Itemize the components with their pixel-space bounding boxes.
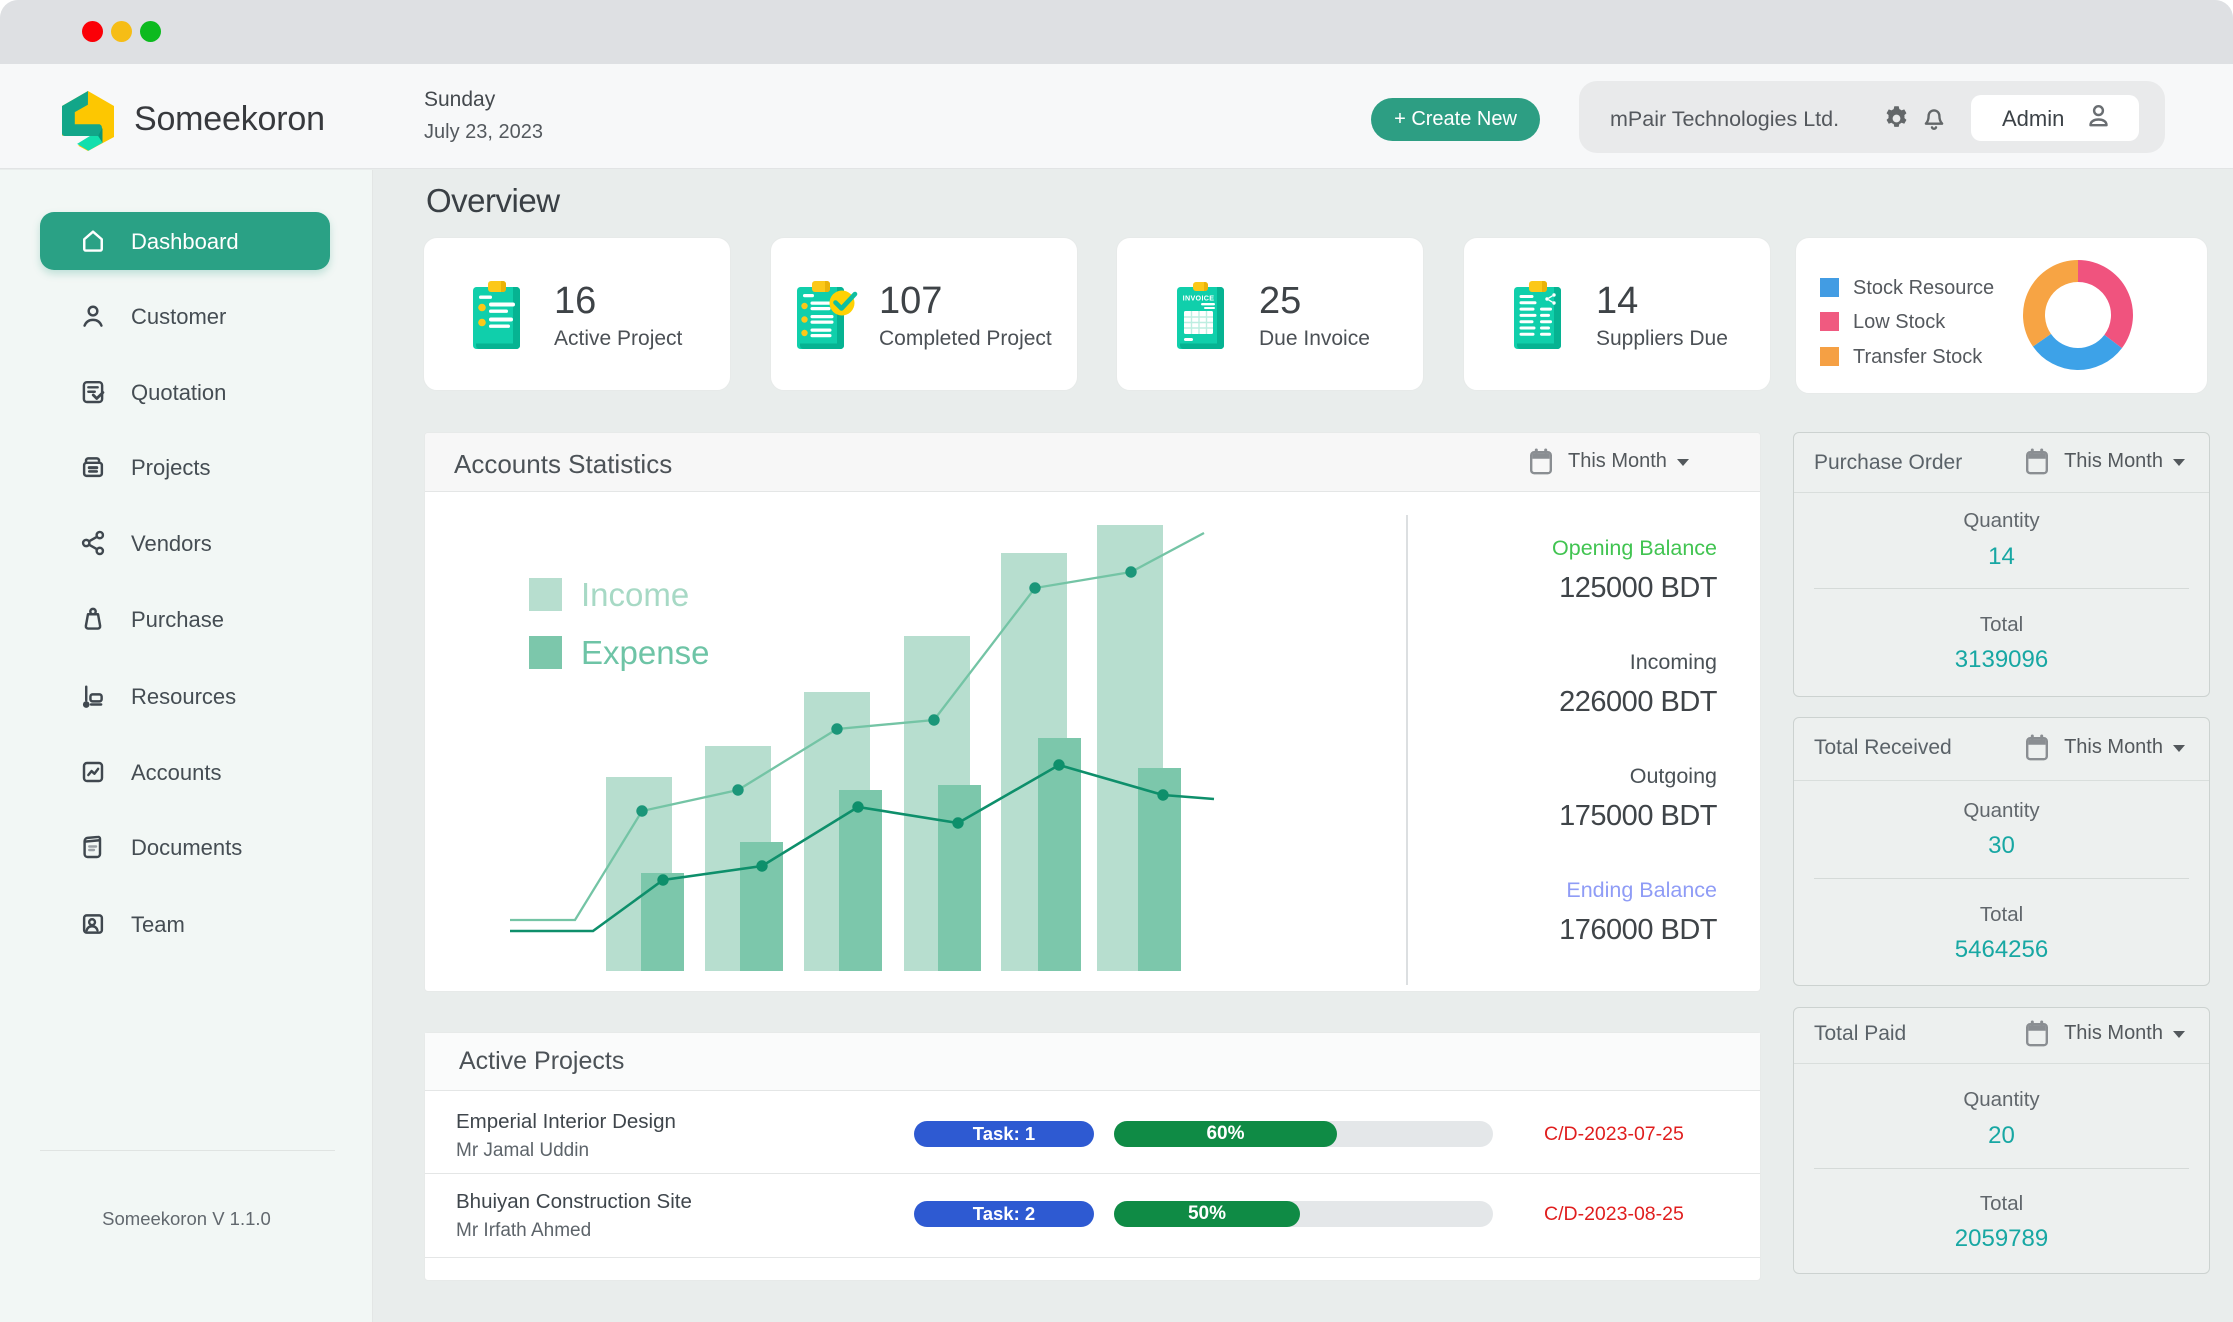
svg-text:INVOICE: INVOICE xyxy=(1183,294,1215,303)
svg-text:Income: Income xyxy=(581,576,689,613)
svg-text:Expense: Expense xyxy=(581,634,709,671)
